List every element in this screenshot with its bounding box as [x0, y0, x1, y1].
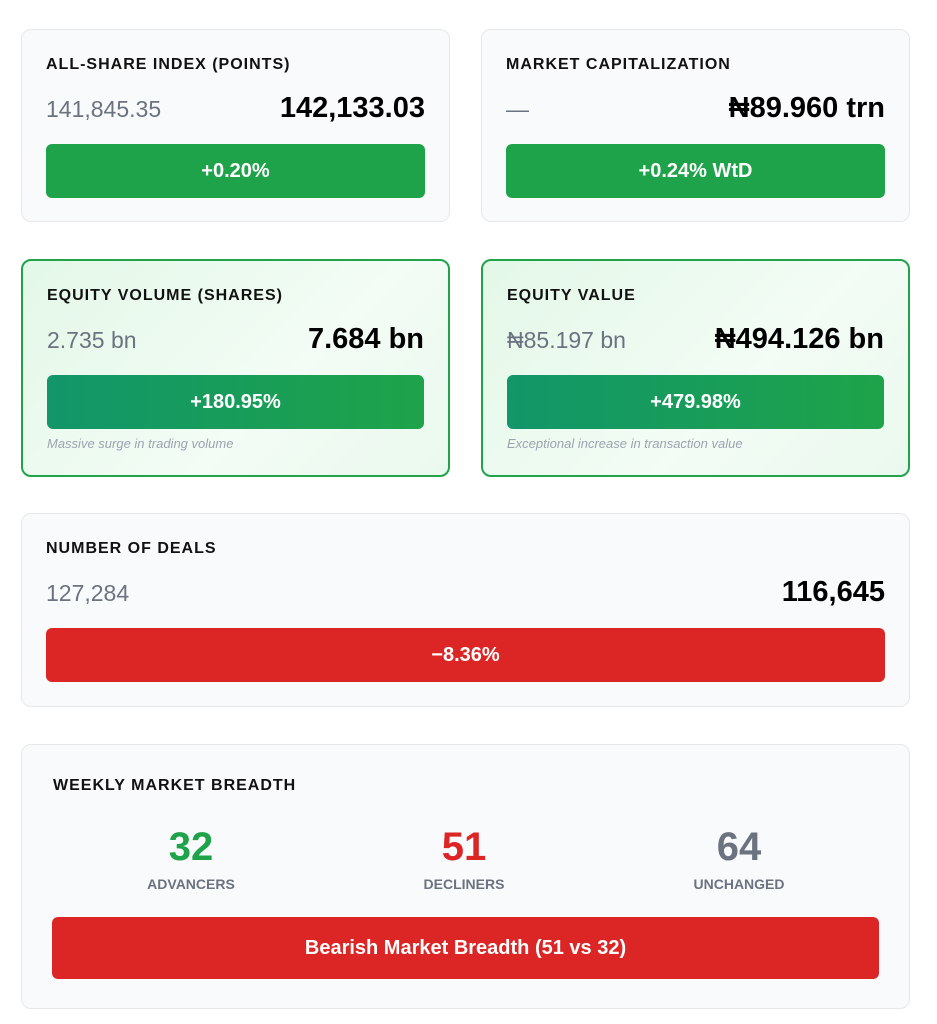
change-badge: +479.98%	[507, 375, 884, 429]
card-note: Massive surge in trading volume	[47, 436, 234, 451]
all-share-index-card: ALL-SHARE INDEX (POINTS) 141,845.35 142,…	[21, 29, 450, 222]
previous-value: —	[506, 96, 529, 122]
card-title: EQUITY VALUE	[507, 287, 636, 304]
card-title: WEEKLY MARKET BREADTH	[53, 777, 297, 794]
equity-value-card: EQUITY VALUE ₦85.197 bn ₦494.126 bn +479…	[481, 259, 910, 477]
advancers-count: 32	[168, 825, 214, 869]
unchanged-stat: 64 UNCHANGED	[639, 825, 839, 892]
card-title: NUMBER OF DEALS	[46, 540, 217, 557]
change-badge: +180.95%	[47, 375, 424, 429]
card-title: EQUITY VOLUME (SHARES)	[47, 287, 283, 304]
card-title: MARKET CAPITALIZATION	[506, 56, 731, 73]
advancers-stat: 32 ADVANCERS	[91, 825, 291, 892]
advancers-label: ADVANCERS	[147, 876, 235, 892]
decliners-stat: 51 DECLINERS	[364, 825, 564, 892]
change-badge: +0.20%	[46, 144, 425, 198]
change-badge: +0.24% WtD	[506, 144, 885, 198]
previous-value: ₦85.197 bn	[507, 327, 626, 353]
current-value: 7.684 bn	[307, 323, 424, 355]
number-of-deals-card: NUMBER OF DEALS 127,284 116,645 −8.36%	[21, 513, 910, 707]
breadth-summary-banner: Bearish Market Breadth (51 vs 32)	[52, 917, 879, 979]
previous-value: 127,284	[46, 580, 130, 606]
unchanged-count: 64	[716, 825, 762, 869]
current-value: 142,133.03	[279, 92, 425, 124]
change-badge: −8.36%	[46, 628, 885, 682]
market-breadth-card: WEEKLY MARKET BREADTH 32 ADVANCERS 51 DE…	[21, 744, 910, 1009]
current-value: ₦494.126 bn	[714, 323, 884, 355]
decliners-label: DECLINERS	[423, 876, 505, 892]
market-cap-card: MARKET CAPITALIZATION — ₦89.960 trn +0.2…	[481, 29, 910, 222]
card-title: ALL-SHARE INDEX (POINTS)	[46, 56, 291, 73]
unchanged-label: UNCHANGED	[693, 876, 785, 892]
current-value: 116,645	[781, 576, 885, 608]
current-value: ₦89.960 trn	[728, 92, 885, 124]
card-note: Exceptional increase in transaction valu…	[507, 436, 743, 451]
equity-volume-card: EQUITY VOLUME (SHARES) 2.735 bn 7.684 bn…	[21, 259, 450, 477]
previous-value: 141,845.35	[46, 96, 162, 122]
decliners-count: 51	[441, 825, 487, 869]
previous-value: 2.735 bn	[47, 327, 137, 353]
